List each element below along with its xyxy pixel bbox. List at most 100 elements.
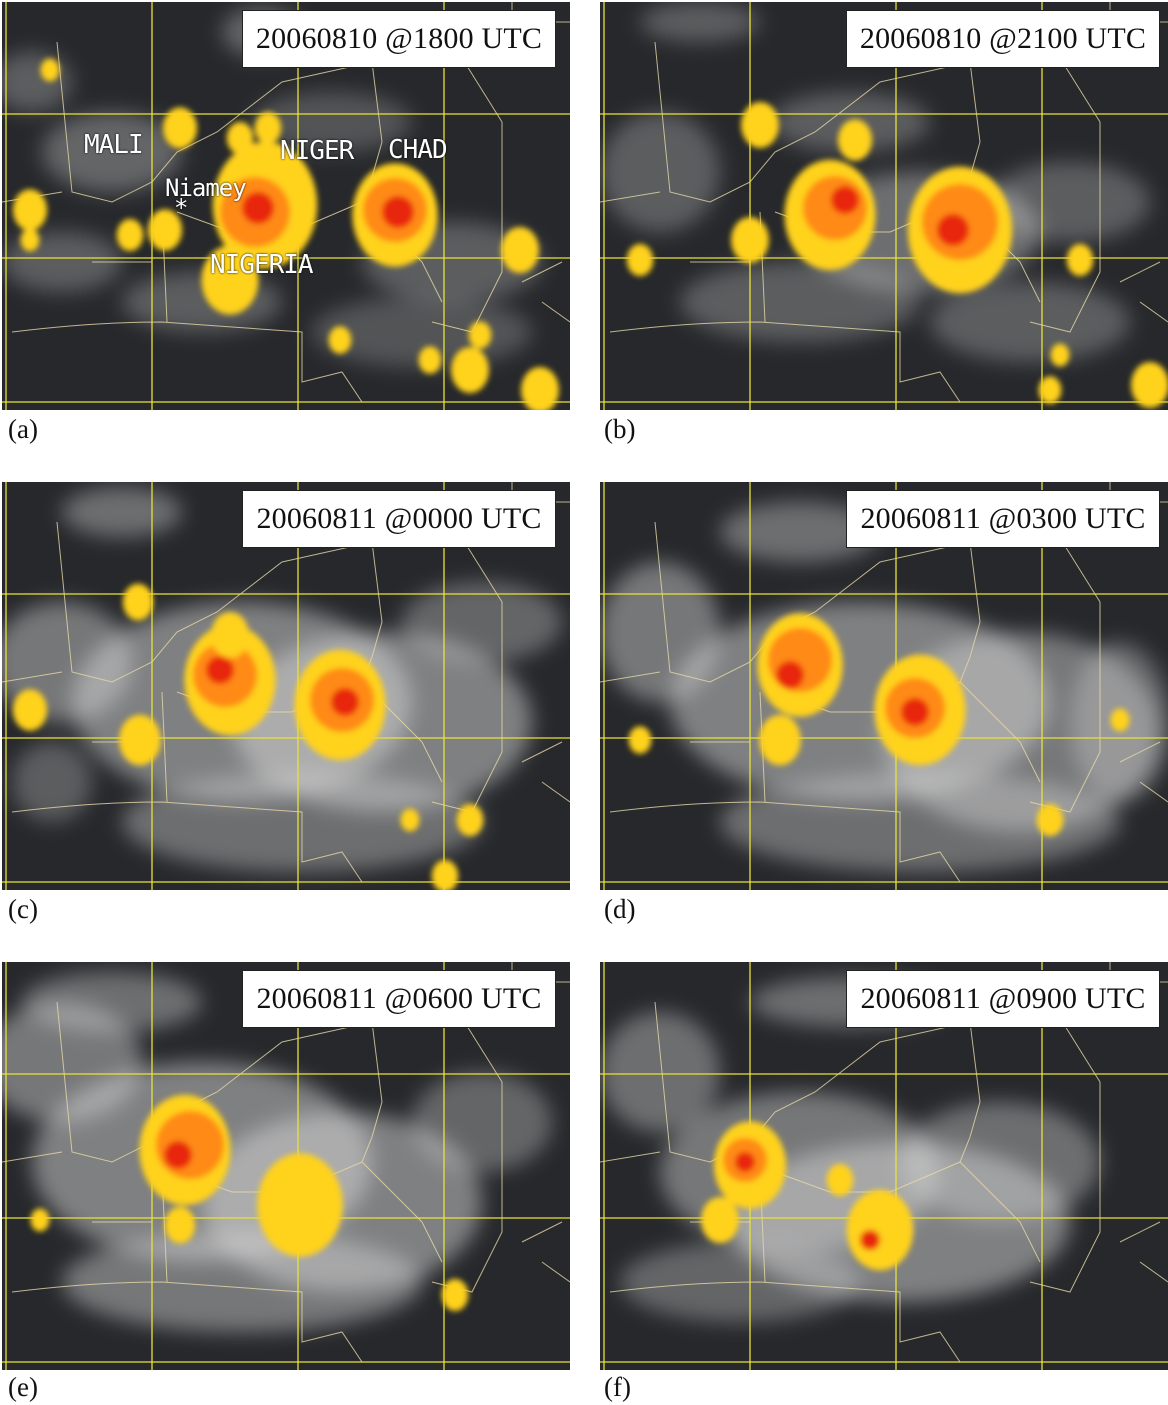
convective-cloud [628,726,652,754]
border-line [654,1001,1051,1163]
convective-cloud [418,346,442,374]
convective-cloud [521,367,559,410]
border-line [521,741,570,803]
border-line [609,1281,961,1363]
convective-cloud [400,808,420,832]
border-line [609,321,961,403]
coldest-cloud-top [382,196,414,228]
coldest-cloud-top [860,1230,880,1250]
convective-cloud [1110,708,1130,732]
cloud-patch [62,487,182,537]
convective-cores-b [626,102,1168,408]
convective-cores-c [12,583,484,890]
border-line [959,541,1041,783]
cloud-patch [252,92,412,152]
convective-cloud [122,583,154,621]
convective-cores-f [701,1121,914,1271]
coldest-cloud-top [831,186,859,214]
cloud-patch [402,582,562,662]
country-label-chad: CHAD [388,135,448,165]
convective-cloud [431,859,459,890]
cloud-patch [600,1012,720,1132]
satellite-panel-c: 20060811 @0000 UTC [2,482,570,890]
border-line [11,321,363,403]
panel-caption-e: (e) [8,1372,38,1402]
satellite-panel-f: 20060811 @0900 UTC [600,962,1168,1370]
coldest-cloud-top [206,656,234,684]
convective-cloud [1131,362,1168,408]
coldest-cloud-top [242,192,274,224]
convective-cloud [12,189,48,231]
convective-cloud [741,102,779,148]
convective-cloud [826,1163,854,1197]
border-line [959,1021,1041,1263]
convective-cloud [211,612,249,658]
convective-cloud [451,347,489,393]
convective-cores-a [12,58,559,410]
coldest-cloud-top [901,698,929,726]
cloud-patch [680,262,920,342]
border-line [521,261,570,323]
convective-cloud [201,245,259,315]
border-line [2,1151,152,1223]
timestamp-label-c: 20060811 @0000 UTC [242,490,556,548]
convective-cloud [328,326,352,354]
border-line [1119,261,1168,323]
satellite-panel-d: 20060811 @0300 UTC [600,482,1168,890]
cloud-patch [720,772,1120,872]
convective-cloud [254,111,282,145]
border-line [11,1281,363,1363]
coldest-cloud-top [164,1141,192,1169]
border-line [609,801,961,883]
latlon-grid-c [2,482,570,890]
convective-cloud [846,1189,914,1271]
border-line [774,1161,961,1193]
border-line [1029,1001,1101,1293]
border-line [361,1021,443,1263]
satellite-image-e [2,962,570,1370]
satellite-panel-a: 20060810 @1800 UTC MALI NIGER CHAD Niame… [2,2,570,410]
satellite-image-d [600,482,1168,890]
convective-cloud [1066,243,1094,277]
convective-cloud [162,107,198,149]
border-line [431,521,503,813]
cloud-patch [990,162,1150,242]
convective-cloud [20,228,40,252]
timestamp-label-f: 20060811 @0900 UTC [846,970,1160,1028]
convective-cloud [147,209,183,251]
coldest-cloud-top [937,214,969,246]
border-line [161,691,168,803]
satellite-panel-b: 20060810 @2100 UTC [600,2,1168,410]
convective-cloud [441,1278,469,1312]
satellite-image-c [2,482,570,890]
convective-cloud [119,714,161,766]
border-line [600,191,750,263]
convective-cloud [277,1182,323,1238]
convective-cloud [1050,343,1070,367]
convective-cloud [837,119,873,161]
convective-cloud [40,58,60,82]
cloud-patch [42,112,182,192]
country-borders-f [600,962,1168,1363]
border-line [56,521,453,683]
convective-cloud [30,1208,50,1232]
coldest-cloud-top [331,688,359,716]
timestamp-label-b: 20060810 @2100 UTC [846,10,1160,68]
border-line [1119,1221,1168,1283]
cloud-patch [600,112,720,232]
coldest-cloud-top [735,1152,755,1172]
convective-cloud [164,1206,196,1244]
coldest-cloud-top [776,661,804,689]
border-line [11,801,363,883]
border-line [56,41,453,203]
timestamp-label-e: 20060811 @0600 UTC [242,970,556,1028]
convective-cloud [501,227,539,273]
cloud-patch [412,1072,552,1172]
border-line [431,41,503,333]
convective-cloud [116,218,144,252]
country-label-mali: MALI [84,130,144,160]
convective-cloud [626,243,654,277]
panel-caption-d: (d) [604,894,636,924]
latlon-grid-f [600,962,1168,1370]
country-label-nigeria: NIGERIA [210,250,314,280]
